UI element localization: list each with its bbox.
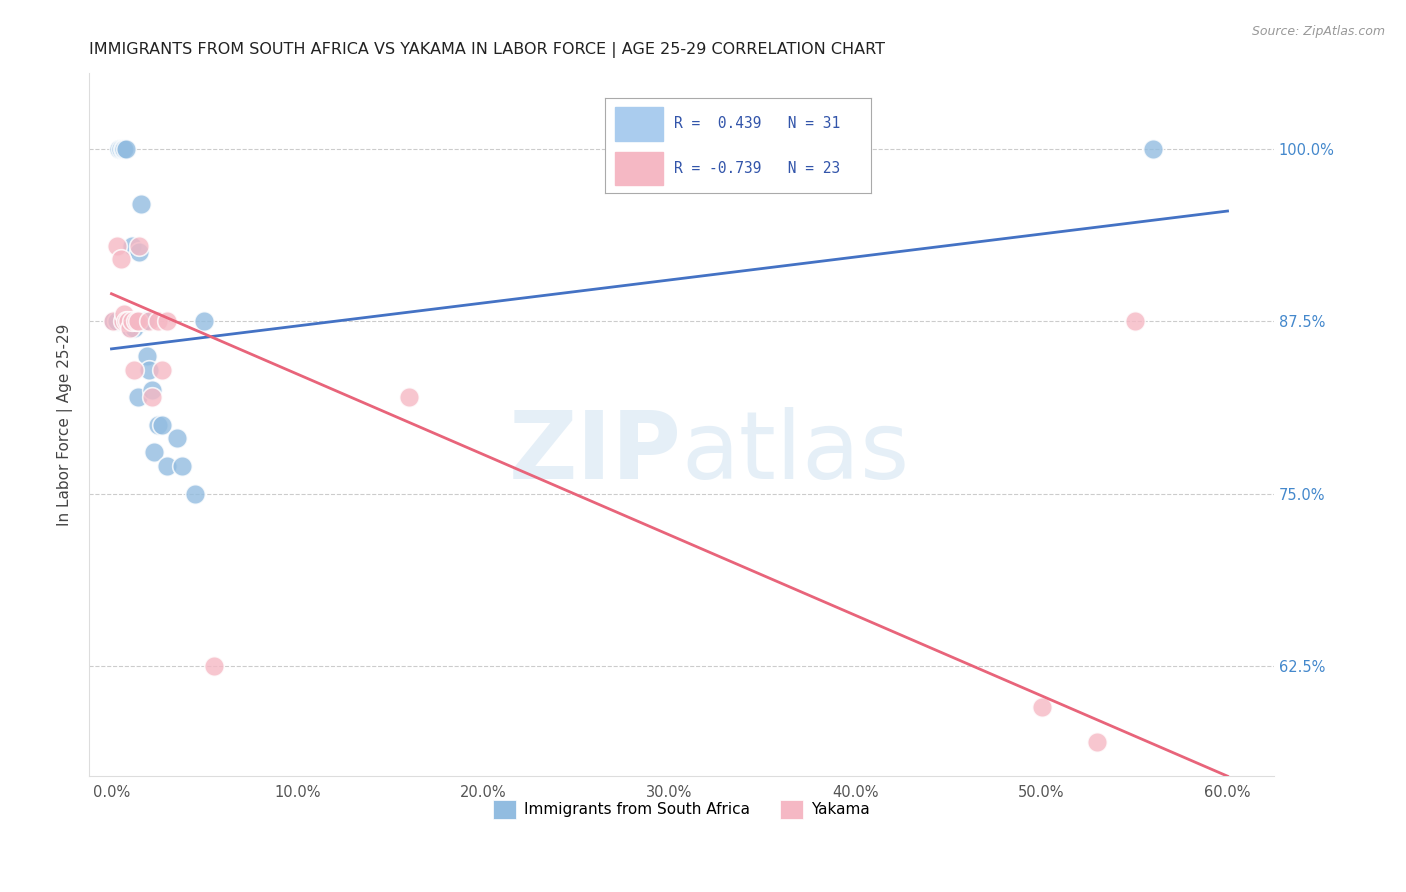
Point	[120, 314, 142, 328]
Point	[108, 142, 131, 156]
Point	[202, 659, 225, 673]
Point	[114, 307, 136, 321]
Point	[146, 314, 169, 328]
Point	[138, 314, 160, 328]
Point	[121, 238, 143, 252]
Point	[122, 321, 145, 335]
Point	[156, 314, 179, 328]
Point	[128, 245, 150, 260]
Point	[110, 252, 132, 267]
Point	[111, 314, 134, 328]
Point	[120, 321, 142, 335]
Point	[141, 390, 163, 404]
Point	[124, 314, 146, 328]
Y-axis label: In Labor Force | Age 25-29: In Labor Force | Age 25-29	[58, 324, 73, 526]
Point	[103, 314, 125, 328]
Legend: Immigrants from South Africa, Yakama: Immigrants from South Africa, Yakama	[488, 794, 876, 825]
Point	[1142, 142, 1164, 156]
Point	[129, 197, 152, 211]
Point	[184, 486, 207, 500]
Point	[127, 314, 149, 328]
Point	[134, 314, 156, 328]
Point	[132, 314, 155, 328]
Point	[105, 238, 128, 252]
Point	[143, 445, 166, 459]
Point	[1085, 735, 1108, 749]
Point	[120, 321, 142, 335]
Point	[166, 432, 188, 446]
Text: IMMIGRANTS FROM SOUTH AFRICA VS YAKAMA IN LABOR FORCE | AGE 25-29 CORRELATION CH: IMMIGRANTS FROM SOUTH AFRICA VS YAKAMA I…	[89, 42, 886, 58]
Point	[122, 362, 145, 376]
Point	[111, 142, 134, 156]
Point	[1123, 314, 1146, 328]
Point	[103, 314, 125, 328]
Point	[398, 390, 420, 404]
Point	[135, 349, 157, 363]
Point	[193, 314, 215, 328]
Point	[114, 142, 136, 156]
Point	[110, 142, 132, 156]
Point	[146, 417, 169, 432]
Point	[105, 314, 128, 328]
Point	[117, 314, 139, 328]
Point	[121, 314, 143, 328]
Point	[138, 362, 160, 376]
Point	[156, 458, 179, 473]
Point	[124, 314, 146, 328]
Point	[115, 142, 138, 156]
Point	[117, 314, 139, 328]
Point	[141, 383, 163, 397]
Point	[150, 417, 173, 432]
Text: atlas: atlas	[682, 407, 910, 499]
Point	[1031, 700, 1053, 714]
Text: Source: ZipAtlas.com: Source: ZipAtlas.com	[1251, 25, 1385, 38]
Point	[172, 458, 194, 473]
Point	[115, 314, 138, 328]
Point	[121, 314, 143, 328]
Point	[150, 362, 173, 376]
Text: ZIP: ZIP	[509, 407, 682, 499]
Point	[128, 238, 150, 252]
Point	[127, 390, 149, 404]
